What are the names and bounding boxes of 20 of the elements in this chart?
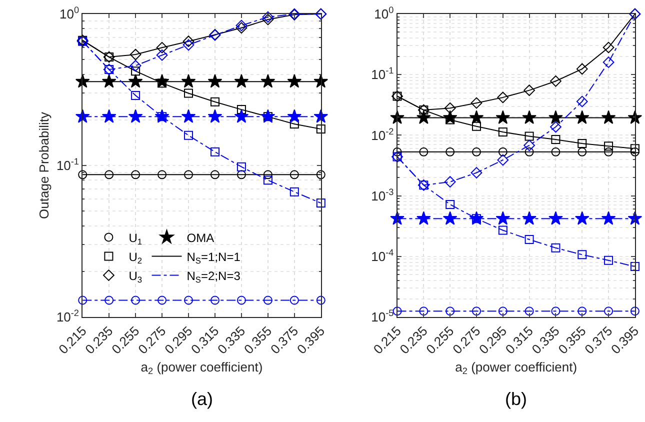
- legend-label: U$_{1}$: [128, 230, 142, 246]
- legend-label: N$_{S}$=2;N=3: [186, 268, 241, 284]
- y-tick-label: 10$^{0}$: [59, 5, 79, 22]
- legend-label: OMA: [186, 230, 214, 245]
- y-tick-label: 10$^{-1}$: [371, 66, 394, 82]
- y-tick-label: 10$^{-1}$: [56, 156, 79, 174]
- text: (b): [505, 389, 527, 409]
- y-tick-label: 10$^{-4}$: [371, 247, 394, 264]
- x-axis-title: a$_{2}$ (power coefficient): [140, 359, 263, 376]
- y-tick-label: 10$^{0}$: [374, 5, 394, 22]
- y-tick-label: 10$^{-2}$: [371, 126, 394, 143]
- legend-label: N$_{S}$=1;N=1: [186, 250, 241, 266]
- y-tick-label: 10$^{-2}$: [56, 308, 79, 325]
- legend-label: U$_{2}$: [128, 250, 142, 266]
- text: (a): [191, 389, 213, 409]
- y-tick-label: 10$^{-5}$: [371, 308, 394, 325]
- y-tick-label: 10$^{-3}$: [371, 186, 394, 204]
- legend-label: U$_{3}$: [128, 268, 142, 284]
- y-axis-title: Outage Probability: [36, 112, 52, 219]
- x-axis-title: a$_{2}$ (power coefficient): [455, 359, 578, 376]
